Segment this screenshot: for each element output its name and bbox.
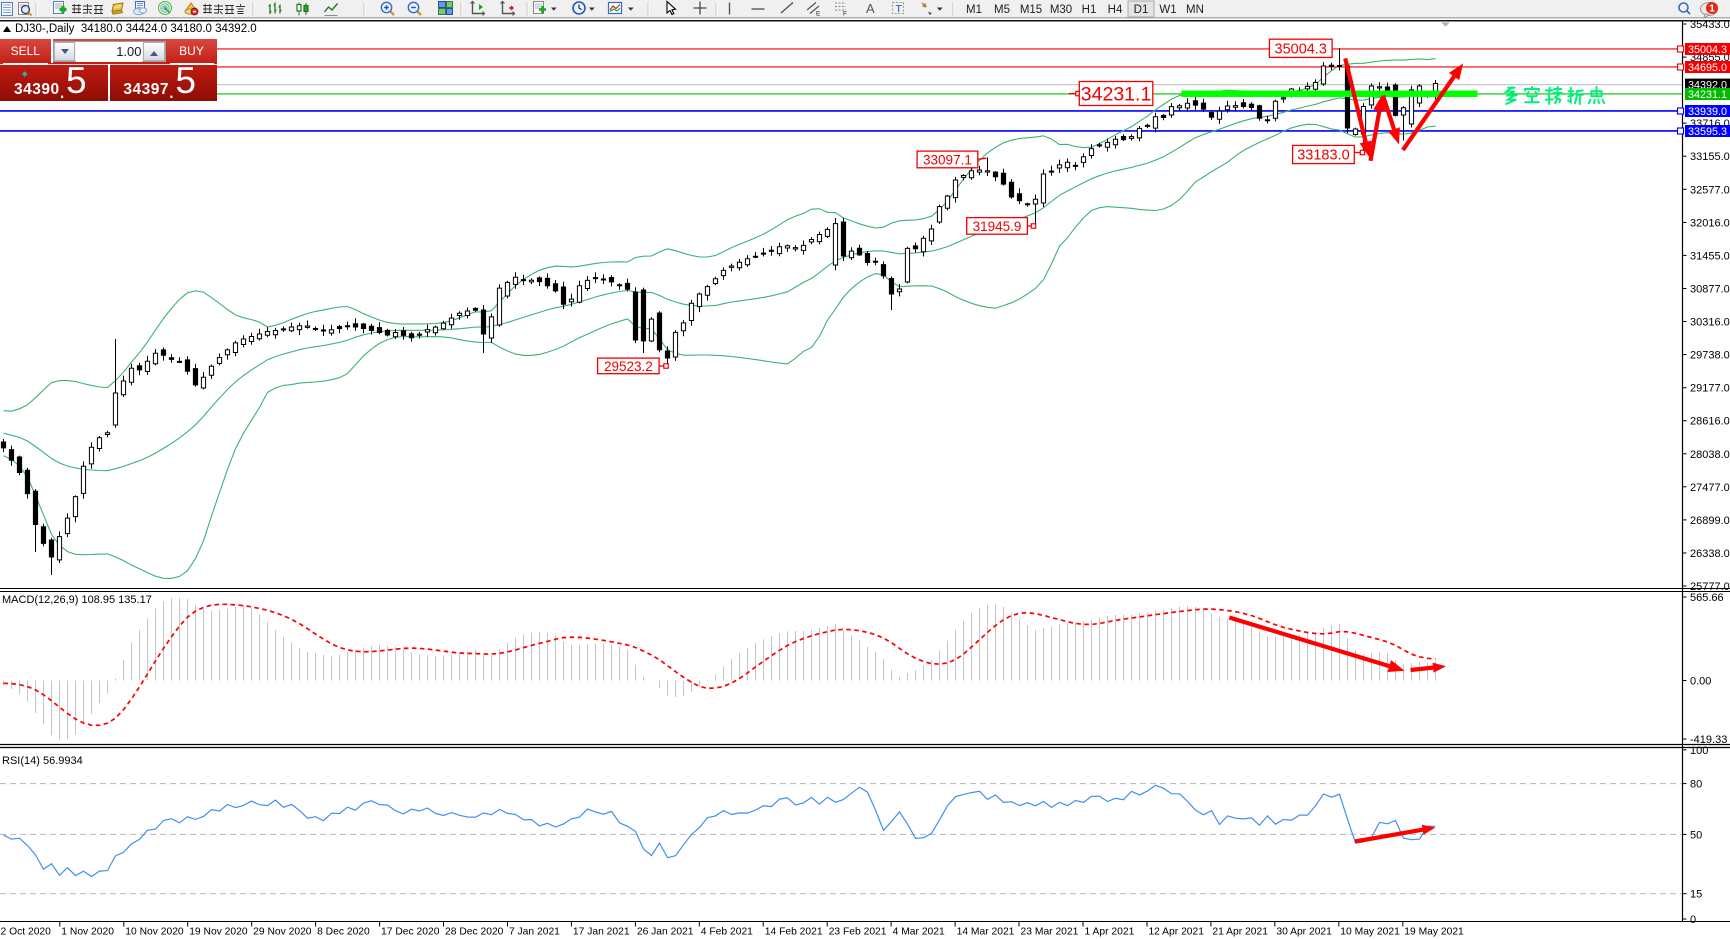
svg-text:2 Oct 2020: 2 Oct 2020 xyxy=(1,927,52,938)
svg-text:34231.1: 34231.1 xyxy=(1081,84,1152,106)
svg-text:31945.9: 31945.9 xyxy=(973,219,1022,234)
svg-text:26899.0: 26899.0 xyxy=(1690,515,1730,527)
svg-text:DJ30-,Daily 34180.0 34424.0 3: DJ30-,Daily 34180.0 34424.0 34180.0 3439… xyxy=(15,23,257,35)
svg-text:14 Mar 2021: 14 Mar 2021 xyxy=(957,927,1015,938)
svg-text:17 Jan 2021: 17 Jan 2021 xyxy=(573,927,630,938)
svg-text:T: T xyxy=(896,3,903,15)
svg-text:34855.0: 34855.0 xyxy=(1690,52,1730,64)
svg-text:7 Jan 2021: 7 Jan 2021 xyxy=(509,927,560,938)
svg-text:M30: M30 xyxy=(1050,4,1072,16)
svg-text:80: 80 xyxy=(1690,779,1702,791)
svg-text:D1: D1 xyxy=(1134,4,1149,16)
svg-text:M1: M1 xyxy=(966,4,982,16)
svg-text:15: 15 xyxy=(1690,889,1702,901)
svg-text:4 Mar 2021: 4 Mar 2021 xyxy=(893,927,945,938)
svg-text:29 Nov 2020: 29 Nov 2020 xyxy=(253,927,312,938)
svg-text:32577.0: 32577.0 xyxy=(1690,184,1730,196)
svg-text:19 Nov 2020: 19 Nov 2020 xyxy=(189,927,248,938)
svg-text:1: 1 xyxy=(1709,4,1715,15)
svg-text:17 Dec 2020: 17 Dec 2020 xyxy=(381,927,440,938)
svg-text:33595.3: 33595.3 xyxy=(1688,126,1727,138)
svg-text:28038.0: 28038.0 xyxy=(1690,449,1730,461)
svg-text:50: 50 xyxy=(1690,829,1702,841)
svg-text:28 Dec 2020: 28 Dec 2020 xyxy=(445,927,504,938)
svg-text:32016.0: 32016.0 xyxy=(1690,217,1730,229)
svg-text:33939.0: 33939.0 xyxy=(1688,106,1727,118)
svg-text:W1: W1 xyxy=(1159,4,1176,16)
svg-text:29177.0: 29177.0 xyxy=(1690,383,1730,395)
svg-text:MACD(12,26,9) 108.95 135.17: MACD(12,26,9) 108.95 135.17 xyxy=(2,594,152,606)
svg-text:19 May 2021: 19 May 2021 xyxy=(1404,927,1464,938)
svg-text:A: A xyxy=(866,1,875,16)
svg-text:30 Apr 2021: 30 Apr 2021 xyxy=(1276,927,1332,938)
svg-text:29738.0: 29738.0 xyxy=(1690,350,1730,362)
svg-text:33716.0: 33716.0 xyxy=(1690,118,1730,130)
svg-text:12 Apr 2021: 12 Apr 2021 xyxy=(1148,927,1204,938)
svg-text:26338.0: 26338.0 xyxy=(1690,548,1730,560)
svg-text:H1: H1 xyxy=(1082,4,1097,16)
svg-text:33097.1: 33097.1 xyxy=(923,152,972,167)
svg-text:14 Feb 2021: 14 Feb 2021 xyxy=(765,927,823,938)
svg-text:26 Jan 2021: 26 Jan 2021 xyxy=(637,927,694,938)
svg-text:35433.0: 35433.0 xyxy=(1690,19,1730,31)
svg-text:4 Feb 2021: 4 Feb 2021 xyxy=(701,927,753,938)
svg-text:33155.0: 33155.0 xyxy=(1690,151,1730,163)
svg-text:31455.0: 31455.0 xyxy=(1690,250,1730,262)
svg-text:30877.0: 30877.0 xyxy=(1690,283,1730,295)
svg-text:100: 100 xyxy=(1690,745,1708,757)
svg-text:1 Apr 2021: 1 Apr 2021 xyxy=(1085,927,1135,938)
svg-text:25777.0: 25777.0 xyxy=(1690,581,1730,593)
svg-text:565.66: 565.66 xyxy=(1690,592,1724,604)
svg-text:0: 0 xyxy=(1690,914,1696,926)
svg-text:E: E xyxy=(816,11,821,18)
svg-text:0.00: 0.00 xyxy=(1690,676,1711,688)
svg-text:-419.33: -419.33 xyxy=(1690,734,1727,746)
svg-text:34231.1: 34231.1 xyxy=(1688,89,1727,101)
svg-text:RSI(14) 56.9934: RSI(14) 56.9934 xyxy=(2,755,83,767)
svg-text:35004.3: 35004.3 xyxy=(1275,42,1327,58)
svg-text:34695.0: 34695.0 xyxy=(1688,62,1727,74)
svg-text:23 Mar 2021: 23 Mar 2021 xyxy=(1021,927,1079,938)
svg-text:10 Nov 2020: 10 Nov 2020 xyxy=(125,927,184,938)
svg-text:MN: MN xyxy=(1186,4,1204,16)
svg-text:H4: H4 xyxy=(1108,4,1123,16)
svg-text:29523.2: 29523.2 xyxy=(604,359,653,374)
svg-text:30316.0: 30316.0 xyxy=(1690,317,1730,329)
svg-text:M5: M5 xyxy=(994,4,1010,16)
svg-text:27477.0: 27477.0 xyxy=(1690,482,1730,494)
svg-text:1 Nov 2020: 1 Nov 2020 xyxy=(61,927,114,938)
svg-text:35004.3: 35004.3 xyxy=(1688,44,1727,56)
svg-text:8 Dec 2020: 8 Dec 2020 xyxy=(317,927,370,938)
svg-text:33183.0: 33183.0 xyxy=(1297,148,1349,164)
svg-text:21 Apr 2021: 21 Apr 2021 xyxy=(1212,927,1268,938)
svg-text:23 Feb 2021: 23 Feb 2021 xyxy=(829,927,887,938)
svg-text:M15: M15 xyxy=(1020,4,1042,16)
svg-text:10 May 2021: 10 May 2021 xyxy=(1340,927,1400,938)
svg-text:F: F xyxy=(843,11,847,18)
svg-text:28616.0: 28616.0 xyxy=(1690,416,1730,428)
